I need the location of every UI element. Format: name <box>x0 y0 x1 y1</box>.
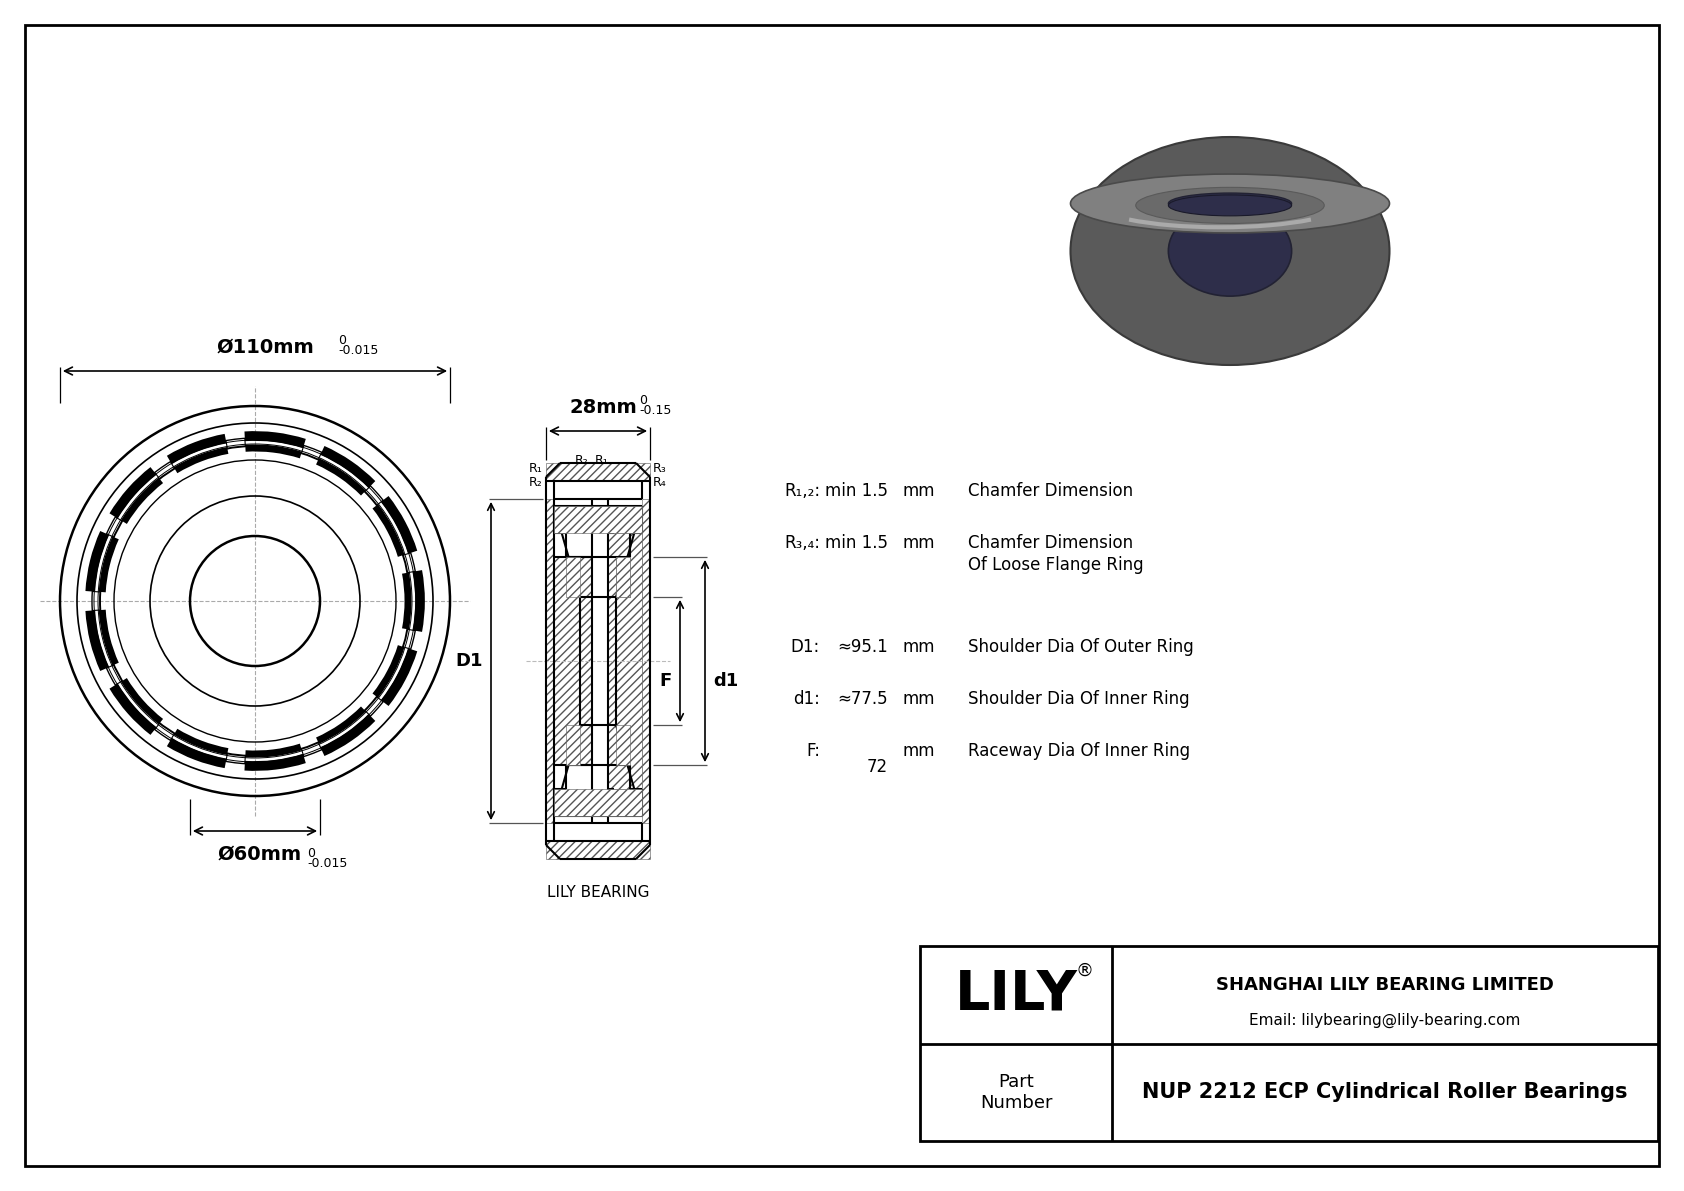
Text: R₃: R₃ <box>653 462 667 475</box>
Text: -0.15: -0.15 <box>638 404 672 417</box>
Bar <box>919 946 1659 1141</box>
Bar <box>546 499 554 823</box>
Text: R₂: R₂ <box>529 476 542 490</box>
Text: Email: lilybearing@lily-bearing.com: Email: lilybearing@lily-bearing.com <box>1250 1012 1521 1028</box>
Ellipse shape <box>1169 193 1292 214</box>
Text: F: F <box>660 672 672 690</box>
Text: D1:: D1: <box>791 638 820 656</box>
Bar <box>616 557 630 597</box>
Text: F:: F: <box>807 742 820 760</box>
Text: Ø110mm: Ø110mm <box>216 338 313 357</box>
Text: Of Loose Flange Ring: Of Loose Flange Ring <box>968 556 1143 574</box>
Text: Chamfer Dimension: Chamfer Dimension <box>968 482 1133 500</box>
Text: 28mm: 28mm <box>569 398 637 417</box>
Text: Part
Number: Part Number <box>980 1073 1052 1111</box>
Text: Shoulder Dia Of Outer Ring: Shoulder Dia Of Outer Ring <box>968 638 1194 656</box>
Text: ≈95.1: ≈95.1 <box>837 638 887 656</box>
Bar <box>608 534 642 788</box>
Bar <box>554 557 593 765</box>
Text: d1:: d1: <box>793 690 820 707</box>
Text: mm: mm <box>903 638 935 656</box>
Ellipse shape <box>1071 174 1389 233</box>
Bar <box>554 506 642 534</box>
Text: R₂: R₂ <box>576 454 589 467</box>
Text: R₁,₂:: R₁,₂: <box>783 482 820 500</box>
Text: LILY: LILY <box>955 968 1078 1022</box>
Ellipse shape <box>1135 187 1324 224</box>
Ellipse shape <box>1071 137 1389 364</box>
Bar <box>546 841 650 859</box>
Bar <box>566 557 579 597</box>
Ellipse shape <box>1169 195 1292 216</box>
Text: R₄: R₄ <box>653 476 667 490</box>
Text: min 1.5: min 1.5 <box>825 482 887 500</box>
Text: mm: mm <box>903 482 935 500</box>
Text: R₁: R₁ <box>594 454 610 467</box>
Text: mm: mm <box>903 690 935 707</box>
Text: 0: 0 <box>306 847 315 860</box>
Text: 0: 0 <box>338 333 345 347</box>
Text: mm: mm <box>903 534 935 551</box>
Text: Raceway Dia Of Inner Ring: Raceway Dia Of Inner Ring <box>968 742 1191 760</box>
Text: LILY BEARING: LILY BEARING <box>547 885 650 900</box>
Text: 0: 0 <box>638 394 647 407</box>
Bar <box>566 725 579 765</box>
Text: SHANGHAI LILY BEARING LIMITED: SHANGHAI LILY BEARING LIMITED <box>1216 975 1554 994</box>
Text: mm: mm <box>903 742 935 760</box>
Text: ®: ® <box>1074 962 1093 980</box>
Bar <box>546 463 650 481</box>
Text: ≈77.5: ≈77.5 <box>837 690 887 707</box>
Text: min 1.5: min 1.5 <box>825 534 887 551</box>
Bar <box>642 499 650 823</box>
Text: d1: d1 <box>712 672 738 690</box>
Text: R₁: R₁ <box>529 462 542 475</box>
Text: Ø60mm: Ø60mm <box>217 844 301 863</box>
Bar <box>616 557 630 597</box>
Text: -0.015: -0.015 <box>338 344 379 357</box>
Text: R₃,₄:: R₃,₄: <box>785 534 820 551</box>
Bar <box>554 788 642 816</box>
Text: 72: 72 <box>867 757 887 777</box>
Text: Shoulder Dia Of Inner Ring: Shoulder Dia Of Inner Ring <box>968 690 1189 707</box>
Text: NUP 2212 ECP Cylindrical Roller Bearings: NUP 2212 ECP Cylindrical Roller Bearings <box>1142 1083 1628 1102</box>
Ellipse shape <box>1169 206 1292 297</box>
Text: -0.015: -0.015 <box>306 858 347 869</box>
Text: Chamfer Dimension: Chamfer Dimension <box>968 534 1133 551</box>
Bar <box>616 725 630 765</box>
Text: D1: D1 <box>455 651 483 671</box>
